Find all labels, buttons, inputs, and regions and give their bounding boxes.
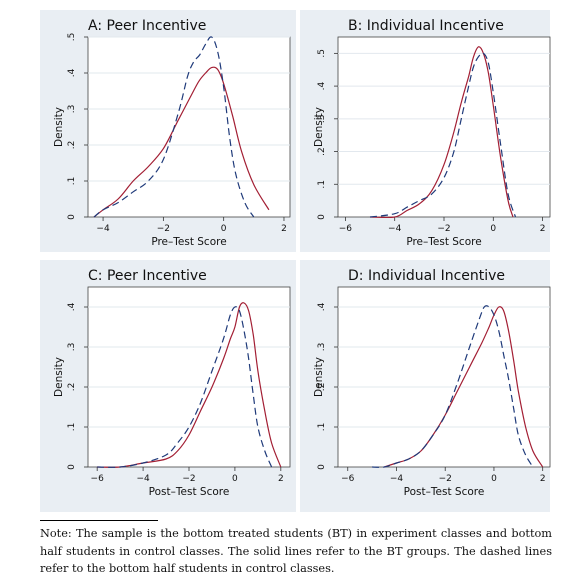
y-tick-label: .4 xyxy=(317,302,327,311)
x-axis-label: Post–Test Score xyxy=(404,486,485,498)
y-tick-label: .3 xyxy=(67,343,77,352)
treated-density-line xyxy=(369,46,514,219)
y-tick-label: .4 xyxy=(67,302,77,311)
x-tick-label: −4 xyxy=(136,474,150,484)
y-tick-label: .4 xyxy=(67,68,77,77)
control-density-line xyxy=(372,305,534,468)
control-density-line xyxy=(93,36,255,218)
panel-title: A: Peer Incentive xyxy=(88,18,206,34)
y-tick-label: 0 xyxy=(67,464,77,470)
plot-area xyxy=(87,286,291,468)
note-rule xyxy=(40,520,158,521)
x-tick-label: 0 xyxy=(490,224,496,234)
y-tick-label: .2 xyxy=(317,147,327,156)
panel-2: B: Individual Incentive 0 .1 .2 .3 .4 .5 −6 −4 −2… xyxy=(300,10,551,252)
x-tick-label: −2 xyxy=(157,224,170,234)
y-tick-label: .3 xyxy=(67,105,77,114)
x-tick-label: 2 xyxy=(540,224,546,234)
x-tick-label: 0 xyxy=(221,224,227,234)
panel-4: D: Individual Incentive 0 .1 .2 .3 .4 −6 −4 −2 0 2… xyxy=(300,260,551,512)
x-tick-label: −2 xyxy=(437,224,450,234)
y-axis-label: Density xyxy=(313,357,325,397)
x-axis-label: Pre–Test Score xyxy=(151,236,226,248)
y-tick-label: 0 xyxy=(317,464,327,470)
y-tick-label: .1 xyxy=(317,180,327,189)
panel-title: C: Peer Incentive xyxy=(88,268,207,284)
panel-3: C: Peer Incentive 0 .1 .2 .3 .4 −6 −4 −2 0 2 Post–T… xyxy=(40,260,296,512)
x-tick-label: −6 xyxy=(91,474,105,484)
treated-density-line xyxy=(93,66,270,218)
panel-1: A: Peer Incentive 0 .1 .2 .3 .4 .5 −4 −2 0 2 Pre–Te… xyxy=(40,10,296,252)
y-tick-label: .3 xyxy=(317,343,327,352)
x-tick-label: −4 xyxy=(390,474,404,484)
y-tick-label: 0 xyxy=(317,214,327,220)
plot-area xyxy=(337,286,551,468)
y-tick-label: .2 xyxy=(67,383,77,392)
figure-note: Note: The sample is the bottom treated s… xyxy=(40,527,552,575)
x-tick-label: −6 xyxy=(341,474,355,484)
y-axis-label: Density xyxy=(313,107,325,147)
x-tick-label: 2 xyxy=(278,474,284,484)
x-tick-label: 2 xyxy=(281,224,287,234)
x-tick-label: 2 xyxy=(540,474,546,484)
y-tick-label: .1 xyxy=(67,423,77,432)
x-tick-label: −2 xyxy=(182,474,195,484)
panel-title: B: Individual Incentive xyxy=(348,18,504,34)
figure: A: Peer Incentive 0 .1 .2 .3 .4 .5 −4 −2 0 2 Pre–Te… xyxy=(40,10,551,512)
x-tick-label: −4 xyxy=(96,224,110,234)
panel-title: D: Individual Incentive xyxy=(348,268,505,284)
y-tick-label: 0 xyxy=(67,214,77,220)
y-tick-label: .5 xyxy=(317,49,327,58)
y-tick-label: .1 xyxy=(67,177,77,186)
treated-density-line xyxy=(384,306,544,468)
x-tick-label: −2 xyxy=(439,474,452,484)
x-tick-label: 0 xyxy=(491,474,497,484)
y-tick-label: .3 xyxy=(317,115,327,124)
control-density-line xyxy=(97,306,273,468)
y-tick-label: .5 xyxy=(67,33,77,42)
treated-density-line xyxy=(97,302,282,468)
x-tick-label: −6 xyxy=(339,224,353,234)
y-tick-label: .4 xyxy=(317,82,327,91)
x-axis-label: Post–Test Score xyxy=(149,486,230,498)
y-tick-label: .1 xyxy=(317,423,327,432)
x-axis-label: Pre–Test Score xyxy=(406,236,481,248)
x-tick-label: 0 xyxy=(232,474,238,484)
y-tick-label: .2 xyxy=(317,383,327,392)
plot-area xyxy=(337,36,551,218)
x-tick-label: −4 xyxy=(388,224,402,234)
y-axis-label: Density xyxy=(53,107,65,147)
control-density-line xyxy=(369,52,517,218)
y-tick-label: .2 xyxy=(67,141,77,150)
y-axis-label: Density xyxy=(53,357,65,397)
plot-area xyxy=(87,36,291,218)
